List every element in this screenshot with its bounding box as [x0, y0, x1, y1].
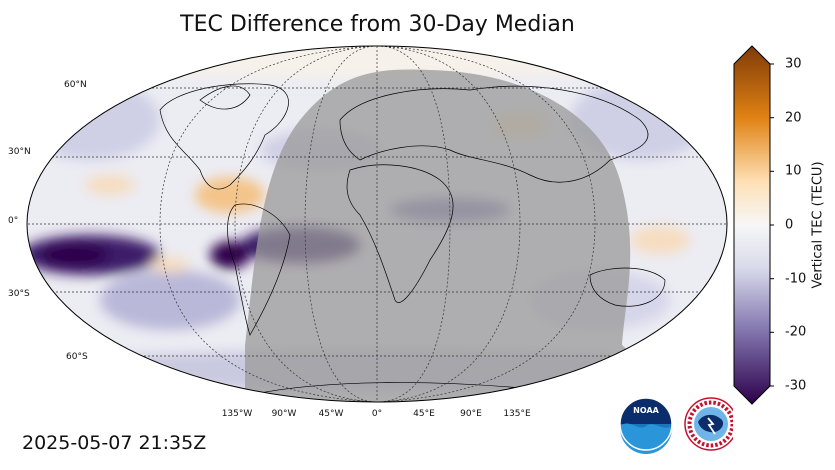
colorbar-tick-30: 30	[785, 56, 802, 72]
coastlines	[159, 83, 666, 396]
lon-label-90e: 90°E	[460, 409, 482, 419]
colorbar-tick-neg30: -30	[785, 378, 807, 394]
night-shade	[245, 69, 700, 402]
lat-label-60s: 60°S	[66, 352, 88, 362]
graticule	[27, 46, 727, 402]
lon-label-45e: 45°E	[413, 409, 435, 419]
nws-logo	[684, 397, 733, 451]
lon-label-0: 0°	[371, 409, 383, 419]
colorbar-tick-0: 0	[785, 217, 794, 233]
lat-label-30s: 30°S	[8, 289, 30, 299]
colorbar-body	[733, 45, 771, 405]
lon-label-135w: 135°W	[221, 409, 253, 419]
colorbar-ticks	[770, 63, 774, 387]
colorbar-tick-neg10: -10	[785, 271, 807, 287]
chart-title: TEC Difference from 30-Day Median	[180, 12, 575, 37]
lat-label-30n: 30°N	[8, 147, 31, 157]
lat-label-0: 0°	[8, 216, 19, 226]
map-border	[26, 45, 728, 403]
colorbar-tick-10: 10	[785, 163, 802, 179]
agency-logos: NOAA	[619, 397, 733, 454]
lon-label-45w: 45°W	[318, 409, 344, 419]
lon-label-90w: 90°W	[271, 409, 297, 419]
svg-text:NOAA: NOAA	[633, 406, 659, 415]
colorbar-tick-20: 20	[785, 110, 802, 126]
colorbar-tick-neg20: -20	[785, 324, 807, 340]
noaa-logo: NOAA	[619, 397, 673, 454]
lon-label-135e: 135°E	[503, 409, 531, 419]
colorbar-label: Vertical TEC (TECU)	[810, 161, 826, 289]
colorbar	[733, 45, 774, 405]
lat-label-60n: 60°N	[64, 80, 87, 90]
timestamp: 2025-05-07 21:35Z	[22, 432, 207, 454]
